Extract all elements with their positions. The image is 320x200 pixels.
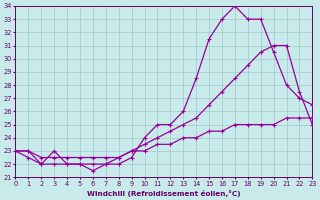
X-axis label: Windchill (Refroidissement éolien,°C): Windchill (Refroidissement éolien,°C)	[87, 190, 241, 197]
